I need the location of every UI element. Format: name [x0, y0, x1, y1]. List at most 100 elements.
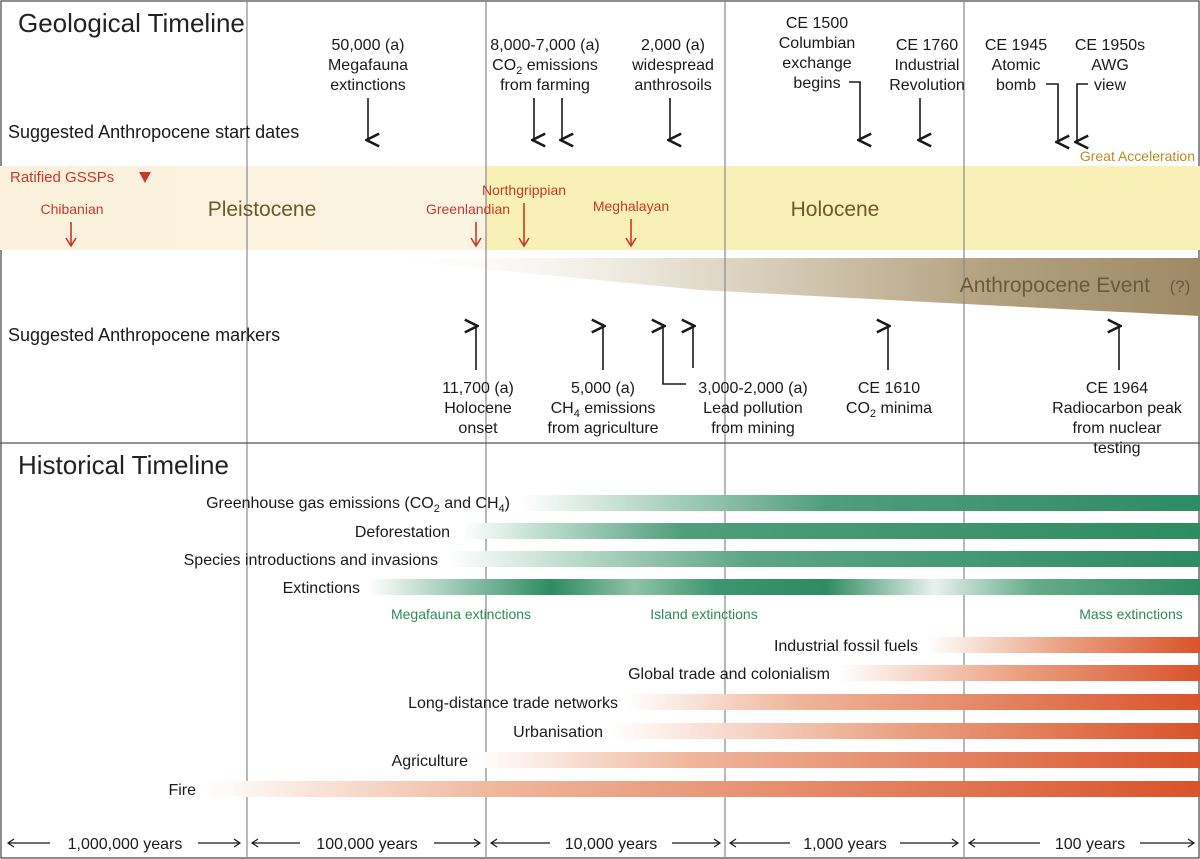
- great-acceleration-label: Great Acceleration: [1080, 148, 1195, 164]
- label-island-ext: Island extinctions: [650, 606, 757, 622]
- scale-1000000: 1,000,000 years: [68, 836, 183, 853]
- svg-text:CE 1950s: CE 1950s: [1075, 37, 1145, 54]
- svg-text:5,000 (a): 5,000 (a): [571, 380, 635, 397]
- historical-title: Historical Timeline: [18, 450, 229, 480]
- down-arrow-icon: [1077, 83, 1088, 142]
- gssp-greenlandian: Greenlandian: [426, 201, 510, 217]
- bar-deforestation: [462, 523, 1200, 539]
- holocene-band: [486, 166, 1200, 250]
- label-urban: Urbanisation: [513, 724, 603, 741]
- label-agriculture: Agriculture: [392, 753, 469, 770]
- ratified-gssps-label: Ratified GSSPs: [10, 169, 114, 186]
- svg-text:Industrial: Industrial: [895, 57, 960, 74]
- gssp-meghalayan: Meghalayan: [593, 198, 669, 214]
- bar-longdistance: [626, 694, 1200, 710]
- svg-text:CO2 minima: CO2 minima: [846, 400, 932, 420]
- start-date-farming: 8,000-7,000 (a) CO2 emissions from farmi…: [490, 37, 600, 140]
- start-dates-label: Suggested Anthropocene start dates: [8, 122, 299, 142]
- anthropocene-wedge: [370, 258, 1200, 316]
- label-deforestation: Deforestation: [355, 524, 450, 541]
- scale-100000: 100,000 years: [316, 836, 417, 853]
- svg-text:testing: testing: [1093, 440, 1140, 457]
- svg-text:from agriculture: from agriculture: [547, 420, 658, 437]
- gssp-northgrippian: Northgrippian: [482, 182, 566, 198]
- down-arrow-icon: [1046, 83, 1058, 142]
- svg-text:from mining: from mining: [711, 420, 795, 437]
- svg-text:2,000 (a): 2,000 (a): [641, 37, 705, 54]
- start-date-megafauna: 50,000 (a) Megafauna extinctions: [328, 37, 408, 140]
- svg-text:Holocene: Holocene: [444, 400, 512, 417]
- svg-text:onset: onset: [458, 420, 498, 437]
- historical-bars: Greenhouse gas emissions (CO2 and CH4) D…: [168, 495, 1200, 799]
- triangle-down-icon: [139, 172, 151, 183]
- svg-text:CE 1610: CE 1610: [858, 380, 920, 397]
- svg-text:50,000 (a): 50,000 (a): [332, 37, 405, 54]
- anthropocene-question: (?): [1170, 277, 1191, 296]
- start-date-atomic: CE 1945 Atomic bomb: [985, 37, 1058, 142]
- svg-text:view: view: [1094, 77, 1126, 94]
- label-trade: Global trade and colonialism: [628, 666, 830, 683]
- anthropocene-event-label: Anthropocene Event: [960, 274, 1150, 297]
- label-species: Species introductions and invasions: [184, 552, 438, 569]
- svg-text:Atomic: Atomic: [992, 57, 1041, 74]
- holocene-label: Holocene: [791, 198, 880, 221]
- marker-ch4-agriculture: 5,000 (a) CH4 emissions from agriculture: [547, 326, 659, 437]
- label-longdistance: Long-distance trade networks: [408, 695, 618, 712]
- svg-text:CO2 emissions: CO2 emissions: [492, 57, 598, 77]
- label-mass-ext: Mass extinctions: [1079, 606, 1182, 622]
- svg-text:CE 1500: CE 1500: [786, 15, 848, 32]
- bar-extinctions: [368, 579, 1200, 595]
- pleistocene-band: [0, 166, 486, 250]
- svg-text:from nuclear: from nuclear: [1073, 420, 1163, 437]
- pleistocene-label: Pleistocene: [208, 198, 317, 221]
- svg-text:anthrosoils: anthrosoils: [634, 77, 711, 94]
- svg-text:CH4 emissions: CH4 emissions: [551, 400, 656, 420]
- svg-text:extinctions: extinctions: [330, 77, 406, 94]
- label-extinctions: Extinctions: [283, 580, 360, 597]
- geological-title: Geological Timeline: [18, 8, 245, 38]
- gssp-chibanian: Chibanian: [40, 201, 103, 217]
- bar-urban: [610, 723, 1200, 739]
- markers-label: Suggested Anthropocene markers: [8, 325, 280, 345]
- svg-text:CE 1945: CE 1945: [985, 37, 1047, 54]
- down-arrow-icon: [849, 81, 860, 140]
- svg-text:AWG: AWG: [1091, 57, 1129, 74]
- label-fire: Fire: [168, 782, 196, 799]
- start-date-columbian: CE 1500 Columbian exchange begins: [779, 15, 860, 140]
- scale-10000: 10,000 years: [565, 836, 658, 853]
- svg-text:Lead pollution: Lead pollution: [703, 400, 803, 417]
- bar-trade: [838, 665, 1200, 681]
- svg-text:CE 1964: CE 1964: [1086, 380, 1148, 397]
- scale-100: 100 years: [1055, 836, 1125, 853]
- label-fossil: Industrial fossil fuels: [774, 638, 918, 655]
- svg-text:exchange: exchange: [782, 55, 851, 72]
- label-megafauna-ext: Megafauna extinctions: [391, 606, 531, 622]
- marker-holocene-onset: 11,700 (a) Holocene onset: [442, 326, 514, 437]
- svg-text:CE 1760: CE 1760: [896, 37, 958, 54]
- svg-text:from farming: from farming: [500, 77, 590, 94]
- svg-text:Radiocarbon peak: Radiocarbon peak: [1052, 400, 1183, 417]
- bar-agriculture: [476, 752, 1200, 768]
- label-ghg: Greenhouse gas emissions (CO2 and CH4): [206, 495, 510, 515]
- up-arrow-icon: [663, 326, 686, 385]
- start-date-industrial: CE 1760 Industrial Revolution: [889, 37, 965, 140]
- bar-fire: [204, 781, 1200, 797]
- svg-text:Revolution: Revolution: [889, 77, 965, 94]
- bar-fossil: [928, 637, 1200, 653]
- start-date-awg: CE 1950s AWG view: [1075, 37, 1145, 142]
- svg-text:bomb: bomb: [996, 77, 1036, 94]
- marker-radiocarbon: CE 1964 Radiocarbon peak from nuclear te…: [1052, 326, 1183, 457]
- time-scale: [6, 838, 1196, 848]
- scale-dividers: [246, 0, 965, 859]
- svg-text:11,700 (a): 11,700 (a): [442, 380, 514, 397]
- marker-lead-pollution: 3,000-2,000 (a) Lead pollution from mini…: [663, 326, 808, 437]
- bar-species: [448, 551, 1200, 567]
- svg-text:begins: begins: [793, 75, 840, 92]
- marker-co2-minima: CE 1610 CO2 minima: [846, 326, 932, 420]
- svg-text:8,000-7,000 (a): 8,000-7,000 (a): [490, 37, 599, 54]
- svg-text:Megafauna: Megafauna: [328, 57, 408, 74]
- scale-1000: 1,000 years: [803, 836, 887, 853]
- svg-text:widespread: widespread: [631, 57, 714, 74]
